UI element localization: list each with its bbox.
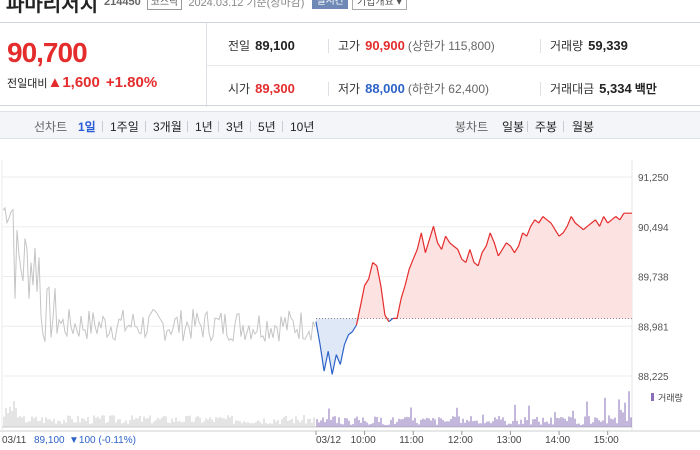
low-value: 88,000 <box>365 81 405 96</box>
prev-day-close: 89,100 <box>34 435 65 446</box>
tab-period-3m[interactable]: 3개월 <box>153 120 182 134</box>
change-amount: ▲1,600 <box>47 74 100 91</box>
prev-close-value: 89,100 <box>255 38 295 53</box>
cell-divider <box>540 39 541 53</box>
low-cell: 저가 88,000 (하한가 62,400) <box>338 80 489 97</box>
price-chart[interactable]: 91,250 90,494 89,738 88,981 88,225 03/12 10:0… <box>0 140 700 450</box>
x-tick-label: 12:00 <box>448 435 473 446</box>
prev-day-price-line <box>2 206 316 343</box>
high-cell: 고가 90,900 (상한가 115,800) <box>338 37 495 54</box>
base-date: 2024.03.12 기준(장마감) <box>188 0 305 9</box>
amount-value: 5,334 <box>599 81 632 96</box>
current-price: 90,700 <box>7 37 88 68</box>
tab-period-1w[interactable]: 1주일 <box>110 120 139 134</box>
x-tick-label: 03/12 <box>316 435 341 446</box>
x-tick-label: 10:00 <box>351 435 376 446</box>
prev-close-cell: 전일 89,100 <box>228 37 295 54</box>
price-area-down <box>316 318 632 375</box>
tab-separator <box>282 121 283 132</box>
x-tick-label: 14:00 <box>545 435 570 446</box>
high-label: 고가 <box>338 39 361 53</box>
y-tick-label: 89,738 <box>638 273 669 284</box>
price-summary: 90,700 전일대비▲1,600 +1.80% 전일 89,100 고가 90,90… <box>0 22 700 107</box>
tab-period-1d[interactable]: 1일 <box>78 120 96 134</box>
stock-header: 파마리서치 214450 코스닥 2024.03.12 기준(장마감) 실시간 … <box>0 0 700 16</box>
tab-period-10y[interactable]: 10년 <box>290 120 315 134</box>
tab-separator <box>527 121 528 132</box>
amount-unit: 백만 <box>634 82 657 96</box>
stock-code: 214450 <box>104 0 141 8</box>
tab-period-5y[interactable]: 5년 <box>258 120 276 134</box>
x-tick-label: 11:00 <box>399 435 424 446</box>
volume-label: 거래량 <box>550 39 584 53</box>
change-percent: +1.80% <box>105 74 158 91</box>
tab-period-1y[interactable]: 1년 <box>195 120 213 134</box>
tab-candle-weekly[interactable]: 주봉 <box>535 120 558 134</box>
intraday-chart-svg[interactable]: 91,250 90,494 89,738 88,981 88,225 03/12 10:0… <box>0 140 700 450</box>
company-profile-button[interactable]: 기업개요 ▾ <box>351 0 407 10</box>
upper-limit: (상한가 115,800) <box>407 39 495 53</box>
change-label: 전일대비 <box>7 78 48 90</box>
price-line-down <box>315 317 394 375</box>
tab-period-3y[interactable]: 3년 <box>226 120 244 134</box>
candle-chart-label: 봉차트 <box>455 120 489 134</box>
tab-separator <box>145 121 146 132</box>
tab-separator <box>218 121 219 132</box>
y-tick-label: 88,225 <box>638 372 669 383</box>
x-tick-label: 15:00 <box>594 435 619 446</box>
tab-separator <box>102 121 103 132</box>
lower-limit: (하한가 62,400) <box>407 82 490 96</box>
cell-divider <box>328 82 329 96</box>
cell-divider <box>328 39 329 53</box>
price-area-up <box>316 213 632 319</box>
volume-legend: 거래량 <box>658 392 683 403</box>
tab-separator <box>563 121 564 132</box>
y-tick-label: 91,250 <box>638 173 669 184</box>
summary-row-divider <box>207 65 700 66</box>
amount-label: 거래대금 <box>550 82 595 96</box>
high-value: 90,900 <box>365 38 405 53</box>
chart-tab-bar: 선차트 1일 1주일 3개월 1년 3년 5년 10년 봉차트 일봉 주봉 월봉 <box>0 111 700 139</box>
realtime-button[interactable]: 실시간 <box>312 0 348 9</box>
prev-day-date: 03/11 <box>2 435 27 446</box>
volume-legend-swatch <box>651 393 654 401</box>
x-tick-label: 13:00 <box>496 435 521 446</box>
open-value: 89,300 <box>255 81 295 96</box>
price-change: 전일대비▲1,600 +1.80% <box>7 74 157 91</box>
prev-day-change: ▼100 (-0.11%) <box>69 435 136 446</box>
line-chart-label: 선차트 <box>34 120 68 134</box>
tab-candle-monthly[interactable]: 월봉 <box>572 120 595 134</box>
open-cell: 시가 89,300 <box>228 80 295 97</box>
y-tick-label: 90,494 <box>638 223 669 234</box>
tab-separator <box>187 121 188 132</box>
open-label: 시가 <box>228 82 251 96</box>
market-badge: 코스닥 <box>146 0 183 10</box>
summary-divider <box>206 23 207 107</box>
price-line-up <box>355 212 632 326</box>
amount-cell: 거래대금 5,334 백만 <box>550 80 657 97</box>
volume-value: 59,339 <box>588 38 628 53</box>
low-label: 저가 <box>338 82 361 96</box>
y-tick-label: 88,981 <box>638 322 669 333</box>
tab-candle-daily[interactable]: 일봉 <box>502 120 525 134</box>
tab-separator <box>250 121 251 132</box>
stock-name: 파마리서치 <box>6 0 98 16</box>
prev-close-label: 전일 <box>228 39 251 53</box>
cell-divider <box>540 82 541 96</box>
volume-cell: 거래량 59,339 <box>550 37 628 54</box>
current-price-box: 90,700 전일대비▲1,600 +1.80% <box>0 23 206 107</box>
